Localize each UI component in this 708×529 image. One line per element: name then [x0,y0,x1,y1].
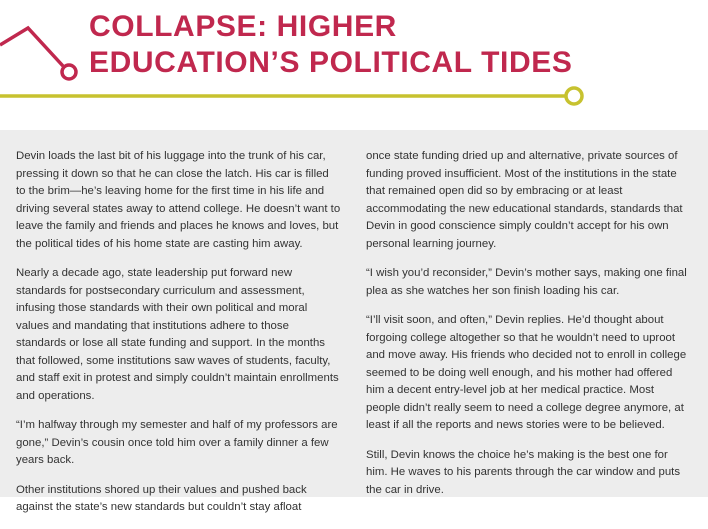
paragraph: Still, Devin knows the choice he’s makin… [366,448,681,496]
left-column: Devin loads the last bit of his luggage … [16,148,341,529]
paragraph: Nearly a decade ago, state leadership pu… [16,267,339,402]
page-header: COLLAPSE: HIGHER EDUCATION’S POLITICAL T… [0,0,708,130]
crimson-circuit-node [60,63,78,81]
paragraph: once state funding dried up and alternat… [366,150,683,250]
yellow-rule-node [564,86,584,106]
paragraph: “I’m halfway through my semester and hal… [16,419,338,466]
right-column: once state funding dried up and alternat… [366,148,691,511]
paragraph: Other institutions shored up their value… [16,483,307,514]
paragraph: “I wish you’d reconsider,” Devin’s mothe… [366,267,687,297]
title-line-1: COLLAPSE: HIGHER [89,10,397,43]
page-title: COLLAPSE: HIGHER EDUCATION’S POLITICAL T… [89,9,572,81]
title-line-2: EDUCATION’S POLITICAL TIDES [89,46,573,79]
circuit-line-decoration [0,25,584,106]
crimson-circuit-line [0,25,65,68]
paragraph: Devin loads the last bit of his luggage … [16,150,341,250]
paragraph: “I’ll visit soon, and often,” Devin repl… [366,314,687,431]
article-body: Devin loads the last bit of his luggage … [0,130,708,513]
